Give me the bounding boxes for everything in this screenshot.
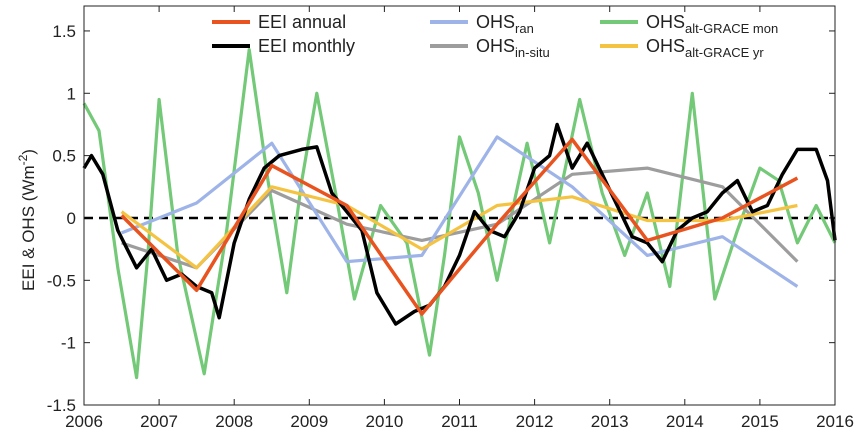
legend-name: EEI annual: [258, 12, 346, 32]
legend-name: OHS: [646, 36, 685, 56]
x-tick-label: 2015: [741, 412, 779, 431]
x-tick-label: 2011: [441, 412, 478, 431]
y-axis-label: EEI & OHS (Wm-2): [16, 149, 38, 291]
legend-label: EEI monthly: [258, 36, 355, 56]
x-tick-label: 2013: [591, 412, 629, 431]
legend-name: OHS: [476, 36, 515, 56]
legend-name: OHS: [646, 12, 685, 32]
y-tick-label: 1: [67, 84, 76, 103]
series-line: [82, 122, 837, 326]
y-tick-label: 1.5: [52, 22, 76, 41]
legend-label: OHSin-situ: [476, 36, 550, 60]
x-tick-label: 2010: [365, 412, 403, 431]
legend-label: OHSalt-GRACE yr: [646, 36, 764, 60]
legend-label: EEI annual: [258, 12, 346, 32]
x-tick-label: 2012: [516, 412, 554, 431]
x-tick-label: 2008: [215, 412, 253, 431]
legend-sub: alt-GRACE yr: [685, 45, 764, 60]
plot-frame: [83, 5, 836, 406]
y-label-text: EEI & OHS (Wm: [19, 165, 38, 291]
legend-label: OHSalt-GRACE mon: [646, 12, 778, 36]
y-label-end: ): [19, 149, 38, 155]
legend-name: OHS: [476, 12, 515, 32]
legend-sub: alt-GRACE mon: [685, 21, 778, 36]
y-label-sup: -2: [16, 154, 30, 165]
series-line: [120, 137, 799, 316]
y-tick-label: -0.5: [47, 271, 76, 290]
x-tick-label: 2014: [666, 412, 704, 431]
y-tick-label: -1: [61, 334, 76, 353]
x-tick-label: 2007: [140, 412, 178, 431]
y-tick-label: -1.5: [47, 396, 76, 415]
legend-label: OHSran: [476, 12, 534, 36]
legend-sub: ran: [515, 21, 534, 36]
series-line: [82, 48, 837, 380]
x-tick-label: 2009: [290, 412, 328, 431]
y-tick-label: 0: [67, 209, 76, 228]
y-tick-label: 0.5: [52, 147, 76, 166]
series-line: [121, 135, 799, 288]
legend-name: EEI monthly: [258, 36, 355, 56]
x-tick-label: 2006: [65, 412, 103, 431]
legend-sub: in-situ: [515, 45, 550, 60]
x-tick-label: 2016: [816, 412, 854, 431]
